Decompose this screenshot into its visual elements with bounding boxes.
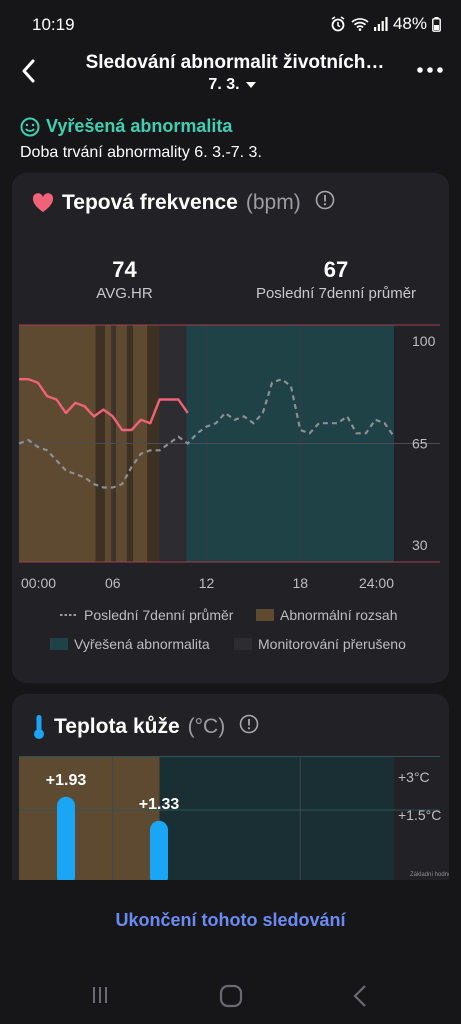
temp-y-label-top: +3°C bbox=[398, 769, 430, 785]
signal-icon bbox=[373, 17, 388, 31]
avg-hr-stat: 74 AVG.HR bbox=[72, 257, 177, 302]
week-avg-label: Poslední 7denní průměr bbox=[255, 285, 417, 302]
heart-rate-chart: 100 65 30 00:00 06 12 18 24:00 bbox=[18, 324, 440, 591]
status-bar: 10:19 48% bbox=[0, 0, 461, 48]
back-arrow-icon bbox=[22, 59, 35, 83]
legend-resolved: Vyřešená abnormalita bbox=[50, 636, 210, 652]
x-tick-label: 24:00 bbox=[359, 575, 394, 591]
status-icons: 48% bbox=[330, 14, 441, 34]
x-tick-label: 06 bbox=[105, 575, 121, 591]
system-back-icon bbox=[353, 985, 366, 1007]
temp-y-label-mid: +1.5°C bbox=[398, 807, 441, 823]
caret-down-icon bbox=[245, 82, 256, 88]
info-icon[interactable] bbox=[239, 714, 259, 740]
legend-interrupted-swatch bbox=[234, 638, 252, 650]
temp-bar-label: +1.93 bbox=[46, 772, 87, 789]
y-tick-label: 100 bbox=[412, 333, 436, 349]
heart-icon bbox=[32, 193, 54, 212]
legend-abnormal-label: Abnormální rozsah bbox=[280, 607, 398, 623]
home-icon bbox=[219, 984, 243, 1008]
temp-bar bbox=[57, 796, 75, 880]
legend-resolved-label: Vyřešená abnormalita bbox=[74, 636, 210, 652]
smiley-icon bbox=[20, 117, 40, 136]
skin-temperature-chart: +3°C +1.5°C Základní hodnota +1.93 +1.33 bbox=[19, 756, 449, 880]
abnormality-duration: Doba trvání abnormality 6. 3.-7. 3. bbox=[20, 144, 262, 161]
skin-temp-title: Teplota kůže (°C) bbox=[32, 714, 259, 740]
legend-resolved-swatch bbox=[50, 638, 68, 650]
page-title: Sledování abnormalit životních… bbox=[85, 52, 385, 73]
x-tick-label: 18 bbox=[292, 575, 308, 591]
heart-rate-label: Tepová frekvence bbox=[62, 191, 238, 214]
info-icon[interactable] bbox=[315, 190, 335, 216]
temp-y-label-base: Základní hodnota bbox=[410, 872, 449, 878]
back-button[interactable] bbox=[14, 56, 44, 86]
thermometer-icon bbox=[34, 715, 44, 739]
avg-hr-value: 74 bbox=[112, 257, 137, 282]
heart-rate-unit: (bpm) bbox=[245, 191, 301, 214]
top-bar: Sledování abnormalit životních… 7. 3. bbox=[0, 48, 461, 102]
temp-resolved-band bbox=[159, 756, 394, 880]
battery-icon bbox=[432, 16, 441, 32]
y-tick-label: 30 bbox=[412, 537, 428, 553]
legend-abnormal-swatch bbox=[256, 609, 274, 621]
week-avg-stat: 67 Poslední 7denní průměr bbox=[240, 257, 432, 302]
heart-rate-card: Tepová frekvence (bpm) 74 AVG.HR 67 Posl… bbox=[12, 173, 449, 683]
resolved-label: Vyřešená abnormalita bbox=[46, 116, 233, 136]
stop-tracking-button[interactable]: Ukončení tohoto sledování bbox=[115, 910, 346, 930]
bottom-action-area bbox=[0, 880, 461, 1024]
wifi-icon bbox=[351, 17, 369, 31]
home-button[interactable] bbox=[219, 984, 243, 1013]
date-label: 7. 3. bbox=[208, 76, 240, 93]
y-tick-label: 65 bbox=[412, 436, 428, 452]
avg-hr-label: AVG.HR bbox=[96, 285, 153, 302]
more-options-button[interactable] bbox=[415, 60, 445, 80]
temp-bar-label: +1.33 bbox=[139, 796, 180, 813]
status-time: 10:19 bbox=[32, 15, 75, 34]
heart-rate-title: Tepová frekvence (bpm) bbox=[32, 190, 335, 216]
legend-abnormal: Abnormální rozsah bbox=[256, 607, 398, 623]
legend-interrupted-label: Monitorování přerušeno bbox=[258, 636, 406, 652]
week-avg-value: 67 bbox=[323, 257, 349, 282]
legend-week-avg-label: Poslední 7denní průměr bbox=[84, 607, 234, 623]
legend-week-avg: Poslední 7denní průměr bbox=[60, 607, 233, 623]
x-tick-label: 12 bbox=[199, 575, 215, 591]
battery-level: 48% bbox=[392, 14, 427, 33]
skin-temperature-card: Teplota kůže (°C) +3°C +1.5°C Základní hod… bbox=[12, 694, 449, 904]
heart-rate-line bbox=[19, 378, 189, 432]
recent-apps-icon bbox=[93, 987, 107, 1003]
alarm-icon bbox=[330, 16, 346, 32]
skin-temp-label: Teplota kůže bbox=[54, 715, 180, 738]
system-navigation-bar bbox=[0, 970, 461, 1024]
temp-abnormal-band bbox=[19, 756, 160, 880]
recent-apps-button[interactable] bbox=[90, 984, 112, 1011]
system-back-button[interactable] bbox=[352, 984, 370, 1013]
skin-temp-unit: (°C) bbox=[187, 715, 226, 738]
temp-bar bbox=[150, 820, 168, 880]
x-tick-label: 00:00 bbox=[21, 575, 56, 591]
legend-interrupted: Monitorování přerušeno bbox=[234, 636, 406, 652]
week-average-line bbox=[18, 377, 395, 489]
date-selector[interactable]: 7. 3. bbox=[195, 76, 270, 94]
resolved-status: Vyřešená abnormalita bbox=[20, 116, 232, 137]
more-vertical-dots-icon bbox=[417, 67, 443, 73]
legend-dashed-line-icon bbox=[60, 614, 78, 616]
